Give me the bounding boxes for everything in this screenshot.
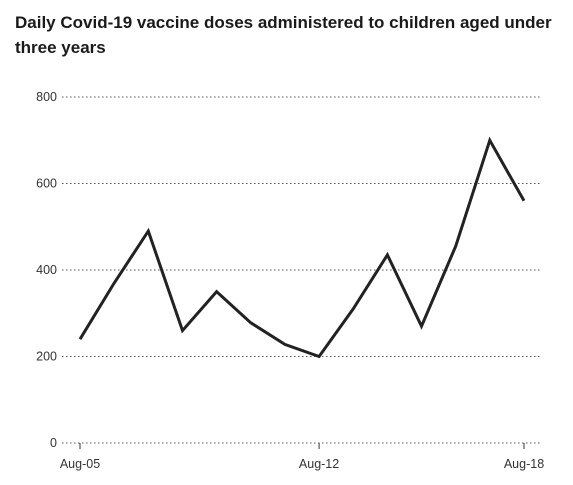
chart-title: Daily Covid-19 vaccine doses administere… bbox=[15, 13, 552, 57]
grid-lines bbox=[62, 96, 540, 444]
x-axis: Aug-05 Aug-12 Aug-18 bbox=[60, 443, 544, 471]
series-lines bbox=[78, 136, 526, 359]
x-tick-label-Aug-18: Aug-18 bbox=[504, 457, 544, 471]
y-tick-label-800: 800 bbox=[36, 90, 57, 104]
x-tick-label-Aug-12: Aug-12 bbox=[299, 457, 339, 471]
y-tick-label-600: 600 bbox=[36, 177, 57, 191]
series-line-0 bbox=[78, 136, 526, 359]
x-tick-label-Aug-05: Aug-05 bbox=[60, 457, 100, 471]
y-axis-tick-labels: 0 200 400 600 800 bbox=[36, 90, 57, 450]
y-tick-label-400: 400 bbox=[36, 263, 57, 277]
y-tick-label-200: 200 bbox=[36, 350, 57, 364]
y-tick-label-0: 0 bbox=[50, 436, 57, 450]
